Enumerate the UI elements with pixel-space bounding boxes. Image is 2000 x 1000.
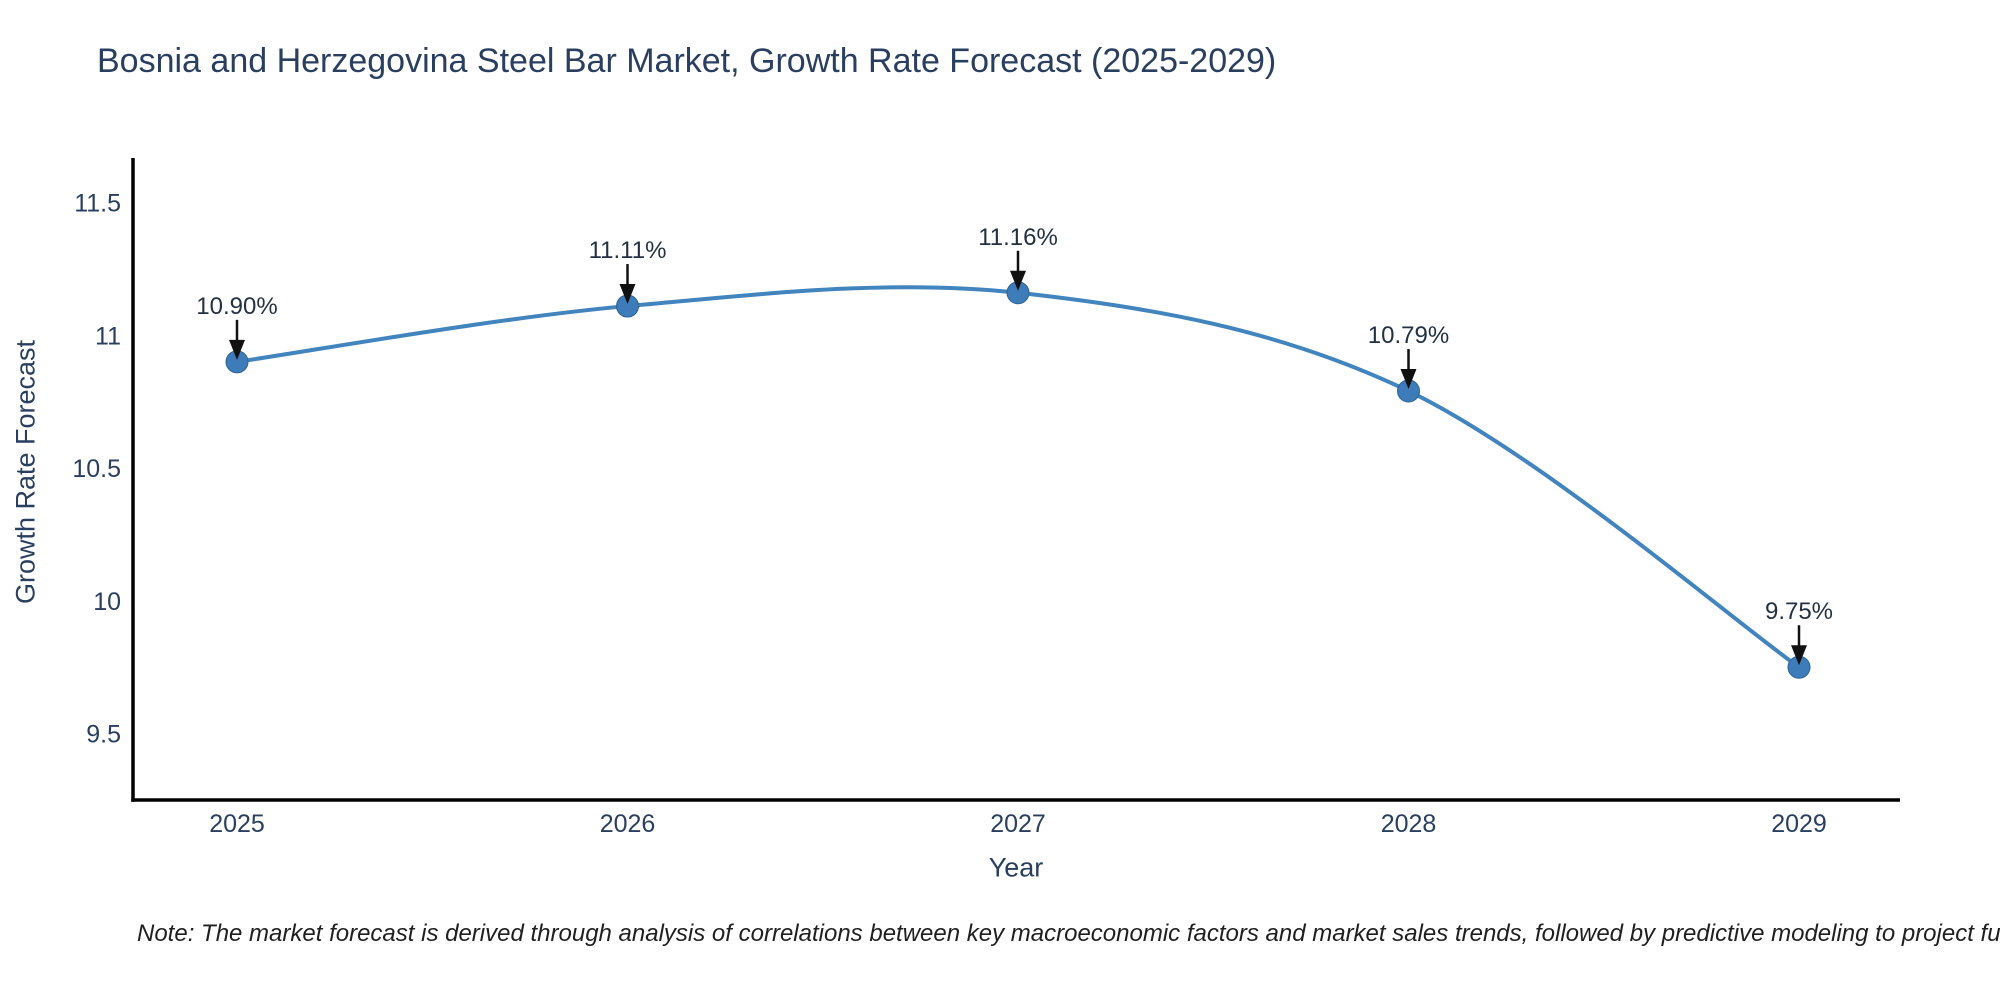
y-tick-label: 10 [93, 588, 121, 616]
y-tick-label: 10.5 [72, 455, 121, 483]
chart-title: Bosnia and Herzegovina Steel Bar Market,… [97, 42, 1277, 80]
x-tick-label: 2029 [1771, 810, 1827, 838]
x-tick-labels: 2025 2026 2027 2028 2029 [209, 810, 1827, 838]
annotation-arrowhead-icon [229, 339, 245, 360]
annotation-arrowhead-icon [1791, 645, 1807, 666]
y-tick-label: 11.5 [74, 189, 121, 217]
annotation-arrowhead-icon [1010, 270, 1026, 291]
data-point-label: 9.75% [1765, 598, 1833, 625]
x-tick-label: 2027 [990, 810, 1046, 838]
x-tick-label: 2026 [600, 810, 656, 838]
data-points [225, 281, 1811, 679]
x-tick-label: 2028 [1381, 810, 1437, 838]
footnote: Note: The market forecast is derived thr… [137, 920, 2000, 947]
annotation-arrowhead-icon [1400, 369, 1417, 390]
growth-rate-line [235, 285, 1801, 670]
series-line [235, 285, 1801, 670]
point-annotations: 10.90% 11.11% 11.16% 10.79% 9.75% [196, 224, 1833, 666]
data-point-label: 11.16% [978, 224, 1058, 251]
data-point-label: 10.79% [1368, 322, 1449, 349]
annotation-arrowhead-icon [619, 284, 636, 305]
data-point-label: 10.90% [196, 293, 277, 320]
data-point-label: 11.11% [589, 237, 667, 264]
axes [131, 158, 1900, 802]
y-tick-labels: 9.5 10 10.5 11 11.5 [72, 189, 121, 748]
x-tick-label: 2025 [209, 810, 265, 838]
y-tick-label: 9.5 [86, 721, 121, 749]
x-axis-title: Year [988, 852, 1044, 883]
y-tick-label: 11 [95, 322, 121, 350]
